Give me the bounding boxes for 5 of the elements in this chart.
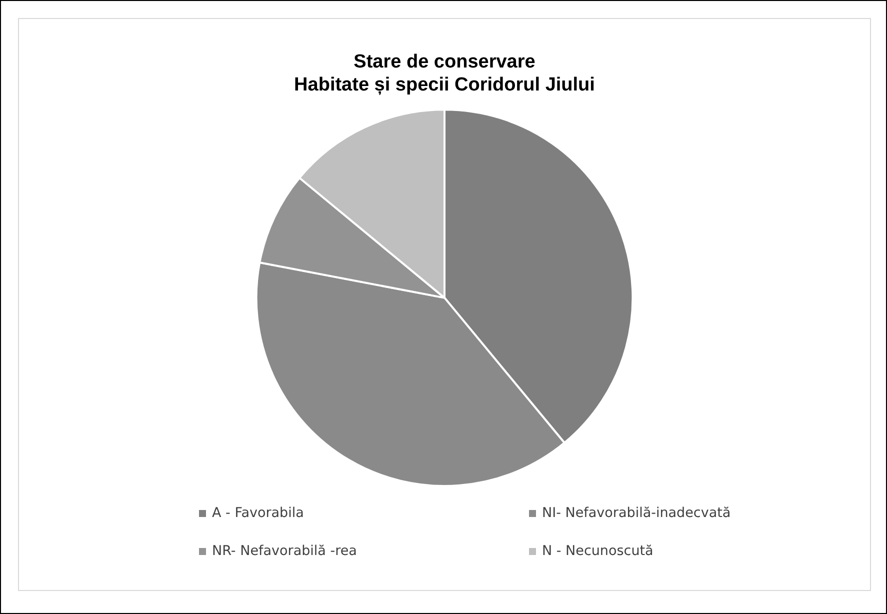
- chart-title: Stare de conservare Habitate și specii Coridorul Jiului: [294, 52, 595, 96]
- legend-label: A - Favorabila: [212, 505, 304, 521]
- legend-label: NR- Nefavorabilă -rea: [212, 543, 357, 559]
- legend-label: NI- Nefavorabilă-inadecvată: [542, 505, 731, 521]
- legend-label: N - Necunoscută: [542, 543, 654, 559]
